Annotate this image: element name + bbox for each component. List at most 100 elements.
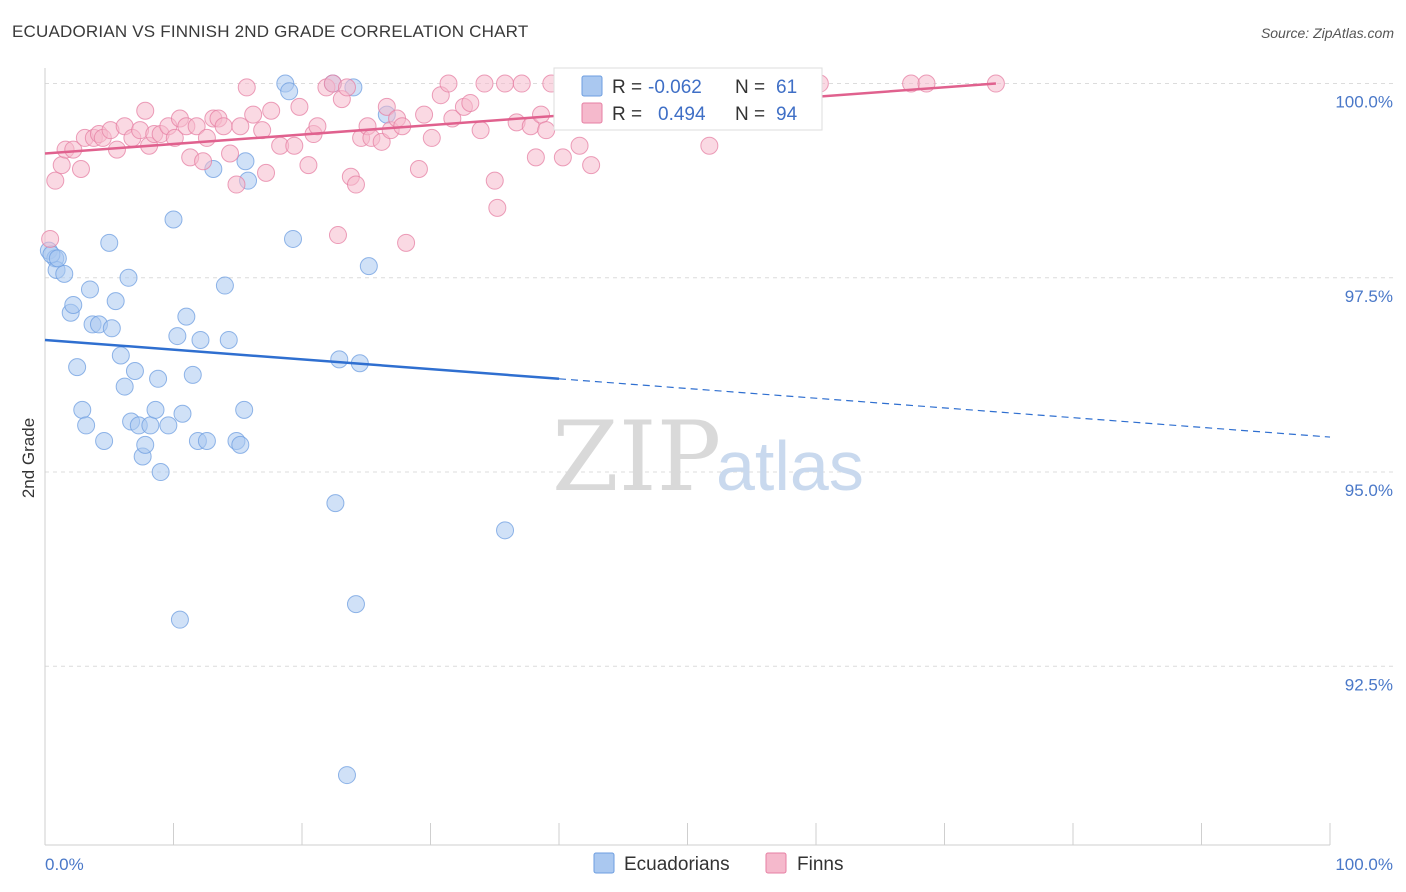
point-ecuadorians <box>125 362 144 381</box>
point-finns <box>337 78 356 97</box>
point-ecuadorians <box>173 404 192 423</box>
point-ecuadorians <box>141 416 160 435</box>
point-ecuadorians <box>159 416 178 435</box>
point-ecuadorians <box>236 152 255 171</box>
point-ecuadorians <box>149 369 168 388</box>
point-ecuadorians <box>330 350 349 369</box>
point-finns <box>41 229 60 248</box>
point-finns <box>308 117 327 136</box>
point-ecuadorians <box>64 295 83 314</box>
point-finns <box>496 74 515 93</box>
point-ecuadorians <box>151 463 170 482</box>
legend-stats: R = -0.062 N = 61 R = 0.494 N = 94 <box>553 67 823 131</box>
point-ecuadorians <box>337 766 356 785</box>
x-tick-label-max: 100.0% <box>1335 855 1393 874</box>
point-finns <box>214 117 233 136</box>
point-finns <box>415 105 434 124</box>
point-finns <box>71 160 90 179</box>
point-ecuadorians <box>280 82 299 101</box>
y-tick-label: 95.0% <box>1345 481 1393 500</box>
point-finns <box>461 93 480 112</box>
point-finns <box>52 156 71 175</box>
point-finns <box>237 78 256 97</box>
point-finns <box>197 128 216 147</box>
point-ecuadorians <box>48 249 67 268</box>
point-finns <box>537 121 556 140</box>
point-finns <box>439 74 458 93</box>
point-ecuadorians <box>102 319 121 338</box>
point-finns <box>227 175 246 194</box>
point-finns <box>299 156 318 175</box>
point-ecuadorians <box>197 431 216 450</box>
y-tick-label: 92.5% <box>1345 675 1393 694</box>
point-finns <box>582 156 601 175</box>
trend-lines <box>44 82 1331 438</box>
chart-title: ECUADORIAN VS FINNISH 2ND GRADE CORRELAT… <box>12 22 529 41</box>
y-axis-label: 2nd Grade <box>19 418 38 498</box>
point-ecuadorians <box>346 595 365 614</box>
point-finns <box>136 101 155 120</box>
point-finns <box>553 148 572 167</box>
x-tick-label-min: 0.0% <box>45 855 84 874</box>
point-finns <box>377 97 396 116</box>
point-finns <box>488 198 507 217</box>
legend-n-label-2: N = <box>735 104 765 125</box>
point-finns <box>290 97 309 116</box>
trend-line-finns <box>44 82 996 155</box>
point-ecuadorians <box>80 280 99 299</box>
point-ecuadorians <box>191 330 210 349</box>
point-ecuadorians <box>284 229 303 248</box>
point-ecuadorians <box>119 268 138 287</box>
point-ecuadorians <box>231 435 250 454</box>
point-finns <box>231 117 250 136</box>
legend-r-label-2: R = <box>612 104 642 125</box>
point-finns <box>346 175 365 194</box>
bottom-legend-swatch-finns <box>765 852 787 874</box>
y-tick-label: 97.5% <box>1345 287 1393 306</box>
point-ecuadorians <box>106 292 125 311</box>
point-ecuadorians <box>115 377 134 396</box>
point-ecuadorians <box>170 610 189 629</box>
legend-n-label-1: N = <box>735 77 765 98</box>
point-ecuadorians <box>326 494 345 513</box>
trend-line-ecuadorians <box>44 338 560 381</box>
point-finns <box>471 121 490 140</box>
point-finns <box>397 233 416 252</box>
point-finns <box>700 136 719 155</box>
legend-swatch-finns <box>581 102 603 124</box>
point-finns <box>526 148 545 167</box>
legend-r-label-1: R = <box>612 77 642 98</box>
point-finns <box>187 117 206 136</box>
point-finns <box>485 171 504 190</box>
legend-n-value-1: 61 <box>776 77 797 98</box>
point-ecuadorians <box>136 435 155 454</box>
legend-swatch-ecuadorians <box>581 75 603 97</box>
point-ecuadorians <box>496 521 515 540</box>
watermark-atlas: atlas <box>716 427 864 505</box>
bottom-legend-label-finns: Finns <box>797 854 843 875</box>
point-ecuadorians <box>168 327 187 346</box>
y-tick-labels: 100.0% 97.5% 95.0% 92.5% <box>1335 93 1393 695</box>
point-ecuadorians <box>100 233 119 252</box>
point-finns <box>262 101 281 120</box>
legend-n-value-2: 94 <box>776 104 798 125</box>
point-ecuadorians <box>177 307 196 326</box>
gridlines <box>45 83 1393 667</box>
point-ecuadorians <box>68 358 87 377</box>
point-ecuadorians <box>77 416 96 435</box>
point-finns <box>409 160 428 179</box>
point-ecuadorians <box>95 431 114 450</box>
point-finns <box>570 136 589 155</box>
point-finns <box>512 74 531 93</box>
legend-r-value-2: 0.494 <box>658 104 706 125</box>
trend-line-ecuadorians-extension <box>558 378 1331 438</box>
bottom-legend-label-ecuadorians: Ecuadorians <box>624 854 730 875</box>
point-finns <box>328 226 347 245</box>
point-finns <box>165 128 184 147</box>
point-ecuadorians <box>235 400 254 419</box>
point-finns <box>422 128 441 147</box>
point-ecuadorians <box>215 276 234 295</box>
bottom-legend-swatch-ecuadorians <box>593 852 615 874</box>
watermark-zip: ZIP <box>552 401 721 513</box>
point-finns <box>285 136 304 155</box>
